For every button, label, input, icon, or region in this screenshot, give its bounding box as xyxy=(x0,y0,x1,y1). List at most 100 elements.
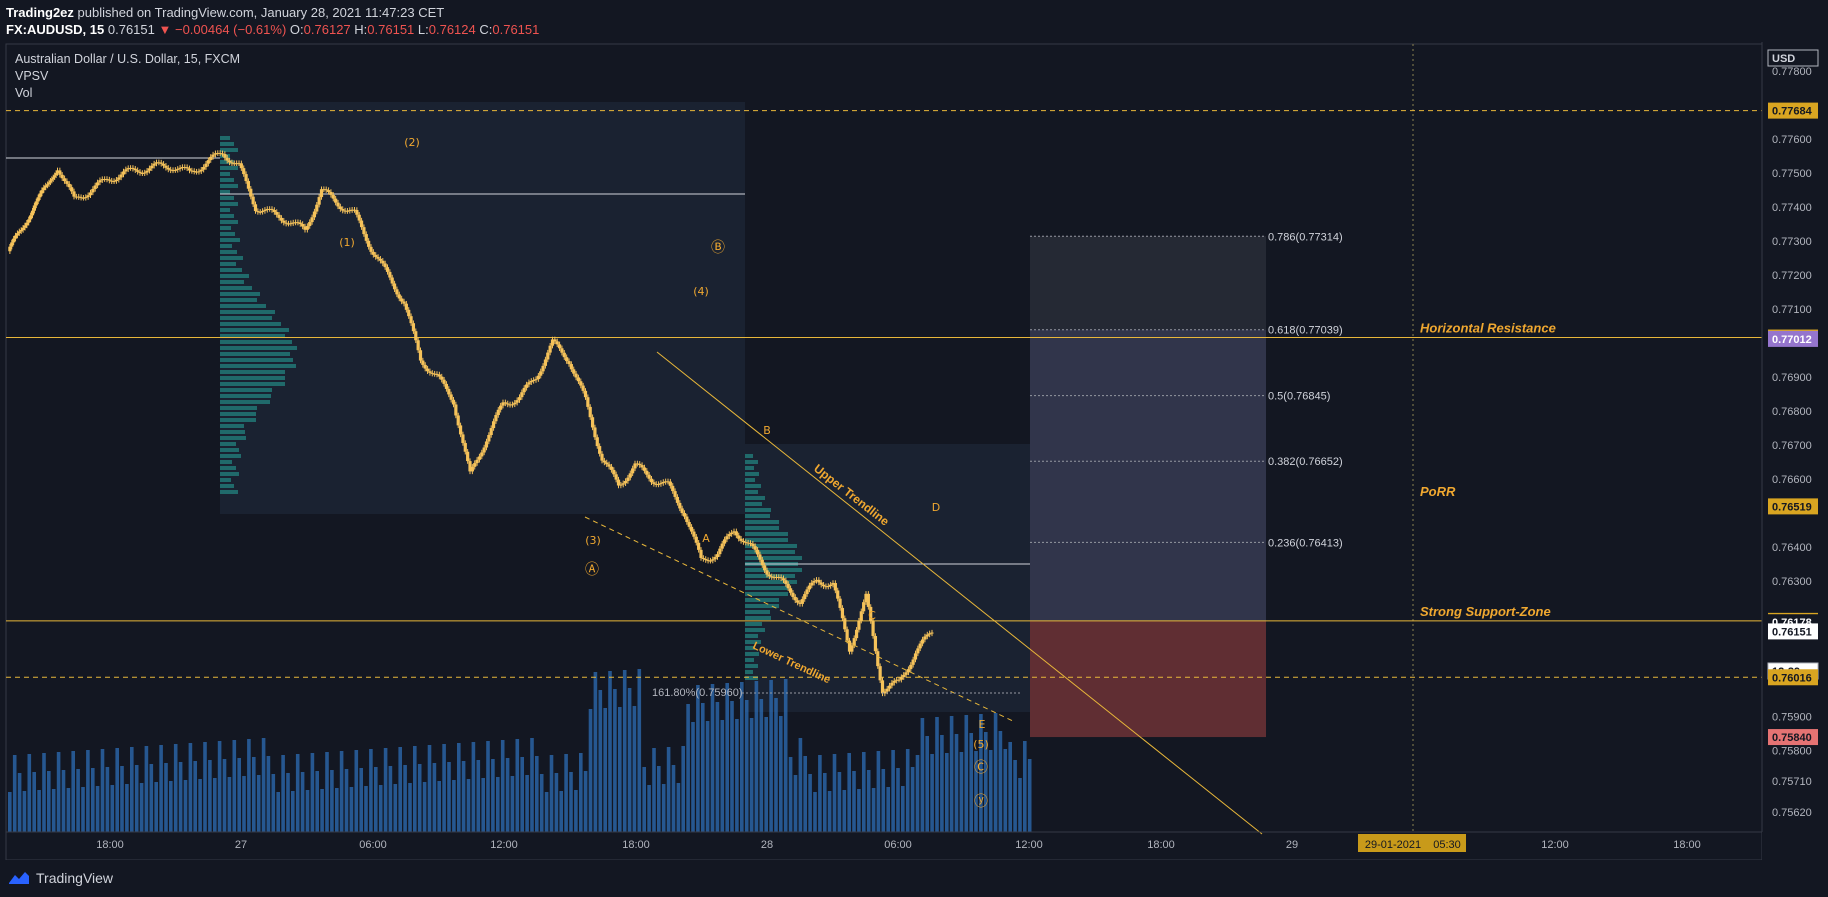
candle-body xyxy=(418,350,423,361)
volume-profile-bar xyxy=(220,280,244,284)
volume-profile-bar xyxy=(745,508,771,512)
candle-body xyxy=(98,180,102,183)
legend-vol[interactable]: Vol xyxy=(15,86,33,100)
high-label: H: xyxy=(354,22,368,37)
candle-body xyxy=(270,208,274,210)
candle-body xyxy=(517,397,522,401)
volume-bar xyxy=(481,778,485,832)
candle-body xyxy=(338,206,342,210)
price-tag[interactable]: 0.77012 xyxy=(1768,330,1818,347)
candle-body xyxy=(572,369,576,374)
volume-bar xyxy=(940,735,944,832)
volume-bar xyxy=(725,683,729,832)
volume-profile-bar xyxy=(220,388,272,392)
candle-body xyxy=(468,461,472,472)
candle-body xyxy=(449,394,453,400)
price-tag[interactable]: USD xyxy=(1767,49,1819,67)
volume-bar xyxy=(954,734,959,832)
candle-body xyxy=(414,331,418,341)
volume-profile-bar xyxy=(220,478,231,482)
volume-bar xyxy=(710,684,715,832)
candle-body xyxy=(928,633,932,635)
volume-profile-bar xyxy=(745,520,779,524)
candle-body xyxy=(826,586,830,588)
volume-bar xyxy=(12,755,17,832)
price-tag[interactable]: 0.76519 xyxy=(1768,498,1818,515)
candle-body xyxy=(831,583,835,585)
candle-body xyxy=(560,348,564,353)
lower-trendline[interactable] xyxy=(584,516,1016,723)
volume-bar xyxy=(110,785,115,832)
candle-body xyxy=(744,542,748,544)
candle-body xyxy=(93,185,97,189)
candle-body xyxy=(854,629,859,639)
candle-body xyxy=(100,179,104,181)
volume-bar xyxy=(666,747,671,832)
candle-body xyxy=(880,680,885,694)
candle-body xyxy=(21,227,25,230)
candle-body xyxy=(359,220,364,228)
candle-body xyxy=(763,565,767,571)
symbol-label[interactable]: FX:AUDUSD, 15 xyxy=(6,22,105,37)
volume-profile-bar xyxy=(220,418,256,422)
legend-vpsv[interactable]: VPSV xyxy=(15,69,49,83)
fib-level-label: 0.236(0.76413) xyxy=(1268,537,1343,549)
volume-bar xyxy=(764,717,768,832)
price-tick-label: 0.77200 xyxy=(1772,270,1812,282)
volume-profile-bar xyxy=(220,430,245,434)
volume-bar xyxy=(1003,749,1008,832)
time-cursor-tag[interactable] xyxy=(1358,834,1466,852)
price-chart[interactable]: 0.786(0.77314) 0.618(0.77039) 0.5(0.76845)… xyxy=(0,42,1828,860)
candle-body xyxy=(117,177,121,180)
volume-bar xyxy=(310,753,315,832)
candle-body xyxy=(183,167,187,169)
volume-bar xyxy=(378,785,383,832)
candle-body xyxy=(699,549,703,558)
volume-bar xyxy=(315,771,319,832)
price-axis[interactable] xyxy=(1762,42,1828,860)
price-tag[interactable]: 0.76016 xyxy=(1768,669,1818,686)
candle-body xyxy=(395,289,399,295)
volume-bar xyxy=(417,764,422,832)
price-tick-label: 0.76800 xyxy=(1772,406,1812,418)
upper-trendline[interactable] xyxy=(656,351,1263,835)
candle-body xyxy=(887,685,892,689)
volume-bar xyxy=(237,758,241,832)
volume-profile-bar xyxy=(220,220,238,224)
candle-body xyxy=(708,560,713,562)
volume-profile-bar xyxy=(220,322,281,326)
volume-profile-bar xyxy=(745,634,758,638)
candle-body xyxy=(649,478,654,483)
footer: TradingView xyxy=(0,860,1828,897)
candle-body xyxy=(249,188,253,197)
price-tag[interactable]: 0.76151 xyxy=(1768,623,1818,640)
candle-body xyxy=(336,202,340,207)
time-tick-label: 28 xyxy=(761,839,773,851)
publisher-name[interactable]: Trading2ez xyxy=(6,5,74,20)
price-tag[interactable]: 0.75840 xyxy=(1768,729,1818,746)
volume-bar xyxy=(193,761,197,832)
volume-bar xyxy=(42,753,46,832)
volume-bar xyxy=(476,760,481,832)
volume-bar xyxy=(647,785,651,832)
volume-bar xyxy=(627,688,632,832)
wave-label: (3) xyxy=(585,534,601,547)
volume-bar xyxy=(32,772,36,832)
candle-body xyxy=(298,222,302,225)
candle-body xyxy=(883,691,887,694)
candle-body xyxy=(369,246,373,252)
candle-body xyxy=(925,634,929,637)
candle-body xyxy=(784,580,788,584)
candle-body xyxy=(169,169,173,171)
volume-profile-bar xyxy=(745,604,779,608)
price-tick-label: 0.75620 xyxy=(1772,807,1812,819)
price-tag[interactable]: 0.77684 xyxy=(1768,102,1818,119)
volume-bar xyxy=(227,777,232,832)
volume-bar xyxy=(871,788,876,832)
candle-body xyxy=(664,481,668,483)
candle-body xyxy=(60,174,64,179)
candle-body xyxy=(812,580,816,583)
candle-body xyxy=(741,540,746,543)
candle-body xyxy=(899,677,903,680)
tradingview-logo[interactable]: TradingView xyxy=(8,870,113,886)
